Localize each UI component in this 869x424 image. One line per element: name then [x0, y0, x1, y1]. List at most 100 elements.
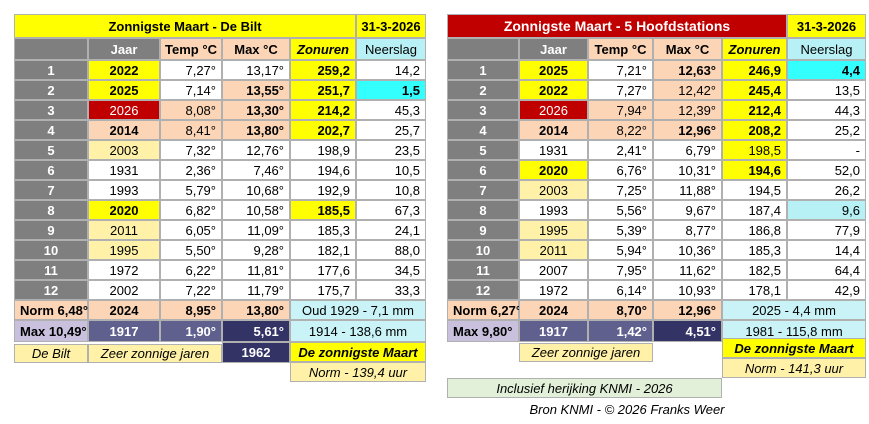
table-cell: 11,09°	[222, 220, 290, 240]
table-cell: 2022	[519, 80, 588, 100]
table-cell: 1993	[88, 180, 160, 200]
table-cell: 194,5	[722, 180, 787, 200]
table-cell: 2011	[519, 240, 588, 260]
table-cell: 1995	[519, 220, 588, 240]
table-cell: 1,5	[356, 80, 426, 100]
rank: 6	[14, 160, 88, 180]
table-cell: 2,41°	[588, 140, 653, 160]
table-cell: 2002	[88, 280, 160, 300]
table-cell: 7,22°	[160, 280, 222, 300]
table-cell: 45,3	[356, 100, 426, 120]
table-cell: 7,21°	[588, 60, 653, 80]
table-cell: 251,7	[290, 80, 356, 100]
rank: 10	[447, 240, 519, 260]
footer-station: De Bilt	[14, 344, 88, 363]
column-header: Temp °C	[160, 38, 222, 60]
table-cell: 4,4	[787, 60, 866, 80]
max-record: 1914 - 138,6 mm	[290, 320, 426, 342]
column-header: Jaar	[519, 38, 588, 60]
max-cell: 5,61°	[222, 320, 290, 342]
table-cell: 2020	[519, 160, 588, 180]
footer-title: De zonnigste Maart	[290, 342, 426, 362]
table-cell: 11,62°	[653, 260, 722, 280]
table-cell: 182,1	[290, 240, 356, 260]
table-cell: 10,36°	[653, 240, 722, 260]
footer-title: De zonnigste Maart	[722, 338, 866, 358]
table-cell: 14,2	[356, 60, 426, 80]
rank: 8	[14, 200, 88, 220]
table-cell: 9,6	[787, 200, 866, 220]
column-header: Max °C	[653, 38, 722, 60]
table-cell: 7,46°	[222, 160, 290, 180]
max-cell: Max 10,49°	[14, 320, 88, 342]
table-cell: 10,68°	[222, 180, 290, 200]
table-cell: 2022	[88, 60, 160, 80]
norm-record: Oud 1929 - 7,1 mm	[290, 300, 426, 320]
table-cell: 64,4	[787, 260, 866, 280]
max-cell: 1917	[88, 320, 160, 342]
table-cell: 10,58°	[222, 200, 290, 220]
table-cell: 9,28°	[222, 240, 290, 260]
table-cell: 13,55°	[222, 80, 290, 100]
table-cell: 198,9	[290, 140, 356, 160]
table-cell: 1972	[519, 280, 588, 300]
norm-cell: 8,95°	[160, 300, 222, 320]
table-cell: 2003	[519, 180, 588, 200]
rank: 12	[447, 280, 519, 300]
table-cell: 12,63°	[653, 60, 722, 80]
table-cell: 2011	[88, 220, 160, 240]
table-cell: 212,4	[722, 100, 787, 120]
note: Inclusief herijking KNMI - 2026	[447, 378, 722, 398]
table-cell: 24,1	[356, 220, 426, 240]
table-cell: 10,8	[356, 180, 426, 200]
footer-label: Zeer zonnige jaren	[519, 343, 653, 362]
table-cell: 33,3	[356, 280, 426, 300]
max-cell: 1917	[519, 320, 588, 342]
max-cell: Max 9,80°	[447, 320, 519, 342]
max-cell: 4,51°	[653, 320, 722, 342]
rank: 3	[14, 100, 88, 120]
table-cell: 11,79°	[222, 280, 290, 300]
table-cell: 25,7	[356, 120, 426, 140]
table-cell: 12,76°	[222, 140, 290, 160]
table-cell: 1972	[88, 260, 160, 280]
table-cell: 1931	[519, 140, 588, 160]
norm-cell: 13,80°	[222, 300, 290, 320]
table-cell: 6,79°	[653, 140, 722, 160]
table-cell: 177,6	[290, 260, 356, 280]
table-cell: 2007	[519, 260, 588, 280]
table-cell: 14,4	[787, 240, 866, 260]
column-header: Neerslag	[356, 38, 426, 60]
table-cell: 187,4	[722, 200, 787, 220]
table-cell: 192,9	[290, 180, 356, 200]
table-cell: 7,27°	[160, 60, 222, 80]
table-cell: 7,95°	[588, 260, 653, 280]
table-cell: 8,22°	[588, 120, 653, 140]
table-cell: 178,1	[722, 280, 787, 300]
norm-cell: 2024	[519, 300, 588, 320]
norm-cell: Norm 6,27°	[447, 300, 521, 320]
rank-header	[14, 38, 88, 60]
table-date: 31-3-2026	[356, 14, 426, 38]
table-cell: 13,80°	[222, 120, 290, 140]
rank: 10	[14, 240, 88, 260]
table-cell: 2025	[88, 80, 160, 100]
table-cell: 6,22°	[160, 260, 222, 280]
table-cell: 26,2	[787, 180, 866, 200]
table-cell: 11,88°	[653, 180, 722, 200]
table-cell: 2003	[88, 140, 160, 160]
table-cell: 88,0	[356, 240, 426, 260]
norm-note: Norm - 141,3 uur	[722, 358, 866, 378]
norm-cell: 2024	[88, 300, 160, 320]
table-cell: 67,3	[356, 200, 426, 220]
table-cell: 208,2	[722, 120, 787, 140]
table-cell: 8,41°	[160, 120, 222, 140]
norm-cell: 8,70°	[588, 300, 653, 320]
table-cell: 44,3	[787, 100, 866, 120]
table-cell: 194,6	[722, 160, 787, 180]
table-cell: 12,39°	[653, 100, 722, 120]
column-header: Temp °C	[588, 38, 653, 60]
table-cell: 185,3	[290, 220, 356, 240]
table-title: Zonnigste Maart - 5 Hoofdstations	[447, 14, 787, 38]
